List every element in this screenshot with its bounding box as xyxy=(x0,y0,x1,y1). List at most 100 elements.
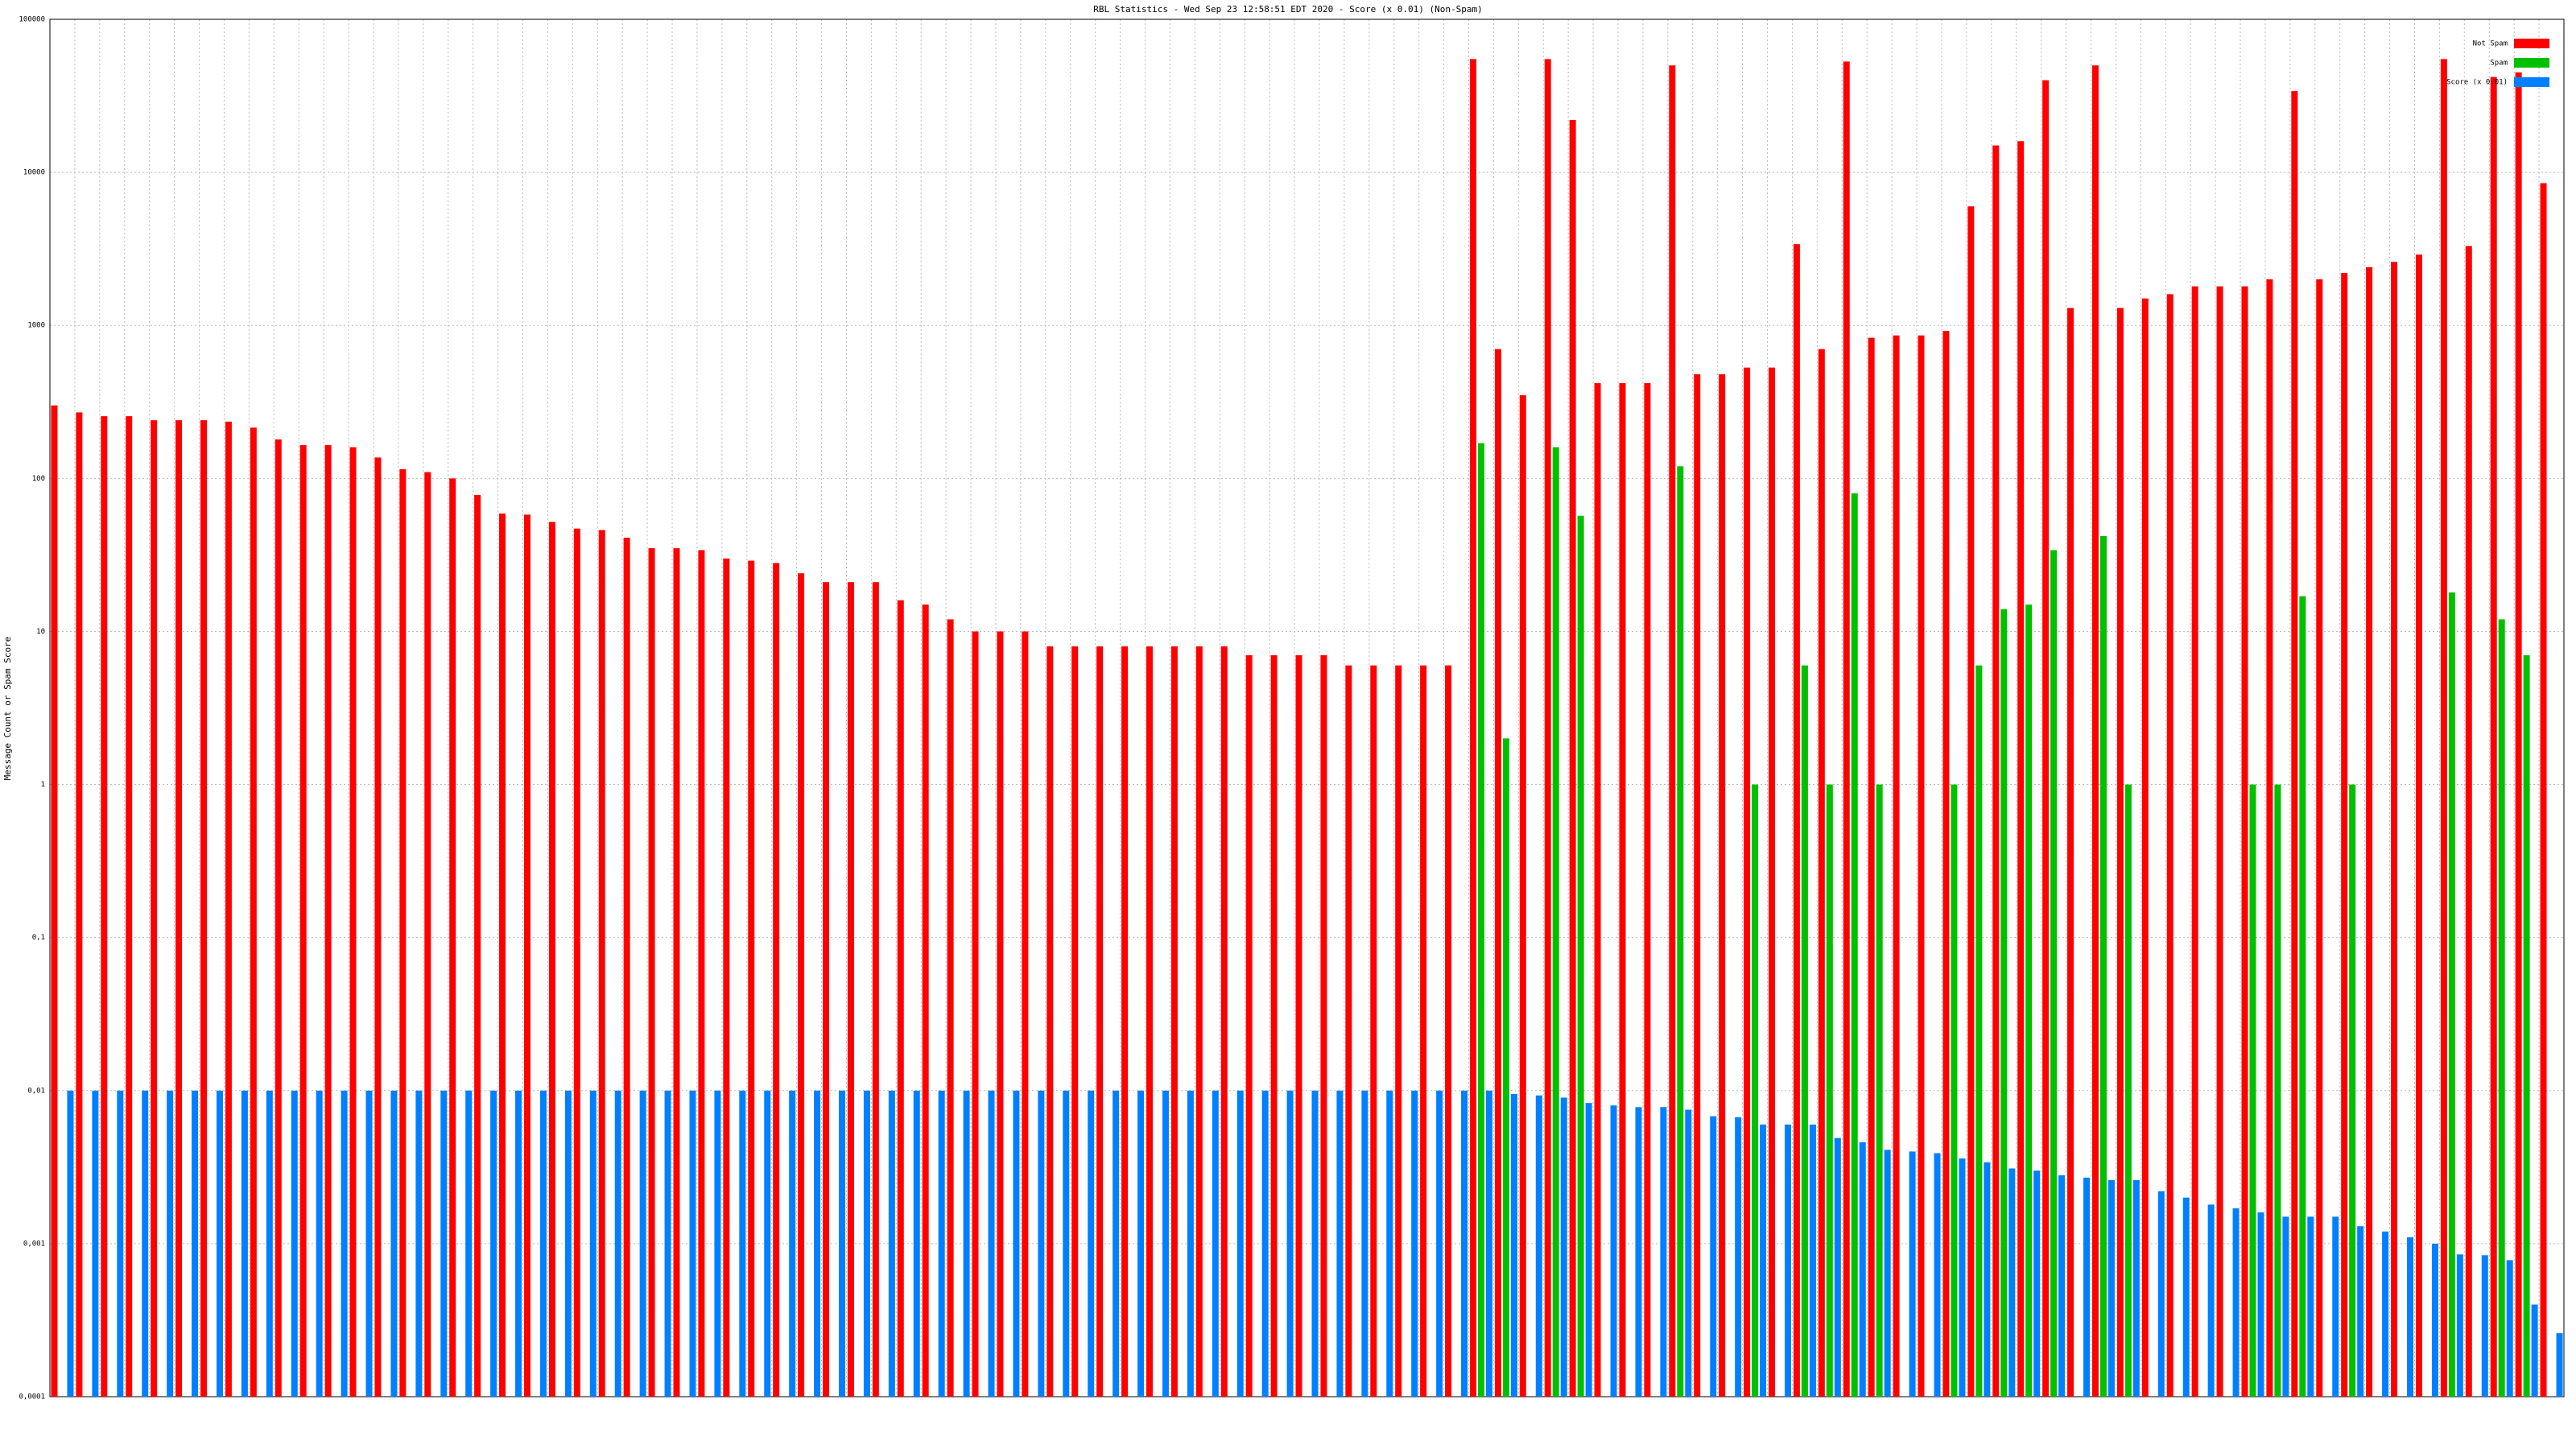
bar xyxy=(598,530,605,1397)
bar xyxy=(1744,367,1751,1397)
bar xyxy=(863,1090,870,1397)
bar xyxy=(1967,206,1975,1397)
bar xyxy=(1868,337,1875,1397)
bar xyxy=(1801,665,1808,1397)
y-tick-label: 0,01 xyxy=(27,1087,45,1095)
bar xyxy=(2498,619,2505,1397)
bar xyxy=(1071,646,1079,1397)
bar xyxy=(972,631,979,1397)
bar xyxy=(1735,1117,1742,1397)
bar xyxy=(2132,1179,2140,1397)
bar xyxy=(1261,1090,1269,1397)
bar xyxy=(2282,1216,2289,1397)
bar xyxy=(2307,1216,2314,1397)
bar xyxy=(913,1090,920,1397)
bar xyxy=(316,1090,323,1397)
bar xyxy=(623,537,630,1397)
y-tick-label: 0,1 xyxy=(32,934,45,942)
bar xyxy=(1386,1090,1393,1397)
bar xyxy=(1851,493,1858,1397)
bar xyxy=(1445,665,1452,1397)
bar xyxy=(664,1090,671,1397)
bar xyxy=(1909,1151,1916,1397)
bar xyxy=(2506,1260,2513,1397)
bar xyxy=(440,1090,448,1397)
bar xyxy=(847,582,854,1397)
plot-frame xyxy=(49,19,2565,1397)
bar xyxy=(1975,665,1983,1397)
bar xyxy=(1286,1090,1294,1397)
bar xyxy=(92,1090,99,1397)
bar xyxy=(374,457,382,1397)
bar xyxy=(449,478,456,1397)
y-tick-label: 1 xyxy=(41,781,45,789)
bar xyxy=(51,405,58,1397)
bar xyxy=(1959,1158,1966,1397)
bar xyxy=(142,1090,149,1397)
bar xyxy=(2332,1216,2339,1397)
bar xyxy=(589,1090,597,1397)
bar xyxy=(798,573,805,1397)
bar xyxy=(1411,1090,1418,1397)
y-tick-label: 100 xyxy=(32,475,45,483)
y-tick-label: 10 xyxy=(36,628,45,636)
bar xyxy=(2415,254,2422,1397)
bar xyxy=(2448,592,2455,1397)
legend-label: Score (x 0.01) xyxy=(2446,79,2508,87)
bar xyxy=(1635,1107,1642,1397)
bar xyxy=(1694,374,1701,1397)
bar xyxy=(2182,1197,2190,1397)
bar xyxy=(2531,1304,2538,1397)
bar xyxy=(2316,279,2323,1397)
bar xyxy=(614,1090,621,1397)
bar xyxy=(2033,1170,2041,1397)
bar xyxy=(2456,1254,2463,1397)
bar xyxy=(1113,1090,1120,1397)
bar xyxy=(1619,382,1626,1397)
bar xyxy=(225,421,232,1397)
bar xyxy=(2157,1191,2165,1397)
bar xyxy=(1577,515,1584,1397)
bar xyxy=(299,444,307,1397)
bar xyxy=(2407,1237,2414,1397)
bar xyxy=(2391,262,2398,1397)
bar xyxy=(275,439,282,1397)
bar xyxy=(1677,466,1684,1397)
bar xyxy=(424,472,431,1397)
bar xyxy=(1162,1090,1169,1397)
bar xyxy=(1552,447,1559,1397)
bar xyxy=(1146,646,1153,1397)
bar xyxy=(1395,665,1402,1397)
bar xyxy=(1951,784,1958,1397)
bar xyxy=(126,416,133,1397)
bar xyxy=(573,528,580,1397)
bar xyxy=(151,420,158,1397)
bar xyxy=(2257,1212,2264,1397)
bar xyxy=(1336,1090,1344,1397)
bar xyxy=(1876,784,1883,1397)
bar xyxy=(349,447,357,1397)
bar xyxy=(1220,646,1228,1397)
bar xyxy=(1760,1124,1767,1397)
bar xyxy=(2017,141,2025,1397)
bar xyxy=(823,582,830,1397)
bar xyxy=(499,513,506,1397)
bar xyxy=(2141,298,2149,1397)
bar xyxy=(2341,273,2348,1397)
bar xyxy=(922,604,929,1397)
bar xyxy=(216,1090,223,1397)
y-tick-label: 1000 xyxy=(27,322,45,330)
bar xyxy=(947,619,954,1397)
bar xyxy=(1519,394,1526,1397)
y-tick-label: 100000 xyxy=(19,16,45,24)
bar xyxy=(2440,59,2447,1397)
bar xyxy=(2050,550,2058,1397)
bar xyxy=(1195,646,1203,1397)
bar xyxy=(1212,1090,1219,1397)
bar xyxy=(2000,609,2008,1397)
bar xyxy=(1535,1095,1542,1397)
bar xyxy=(250,427,257,1397)
bar xyxy=(1809,1124,1816,1397)
bar xyxy=(1610,1105,1617,1397)
